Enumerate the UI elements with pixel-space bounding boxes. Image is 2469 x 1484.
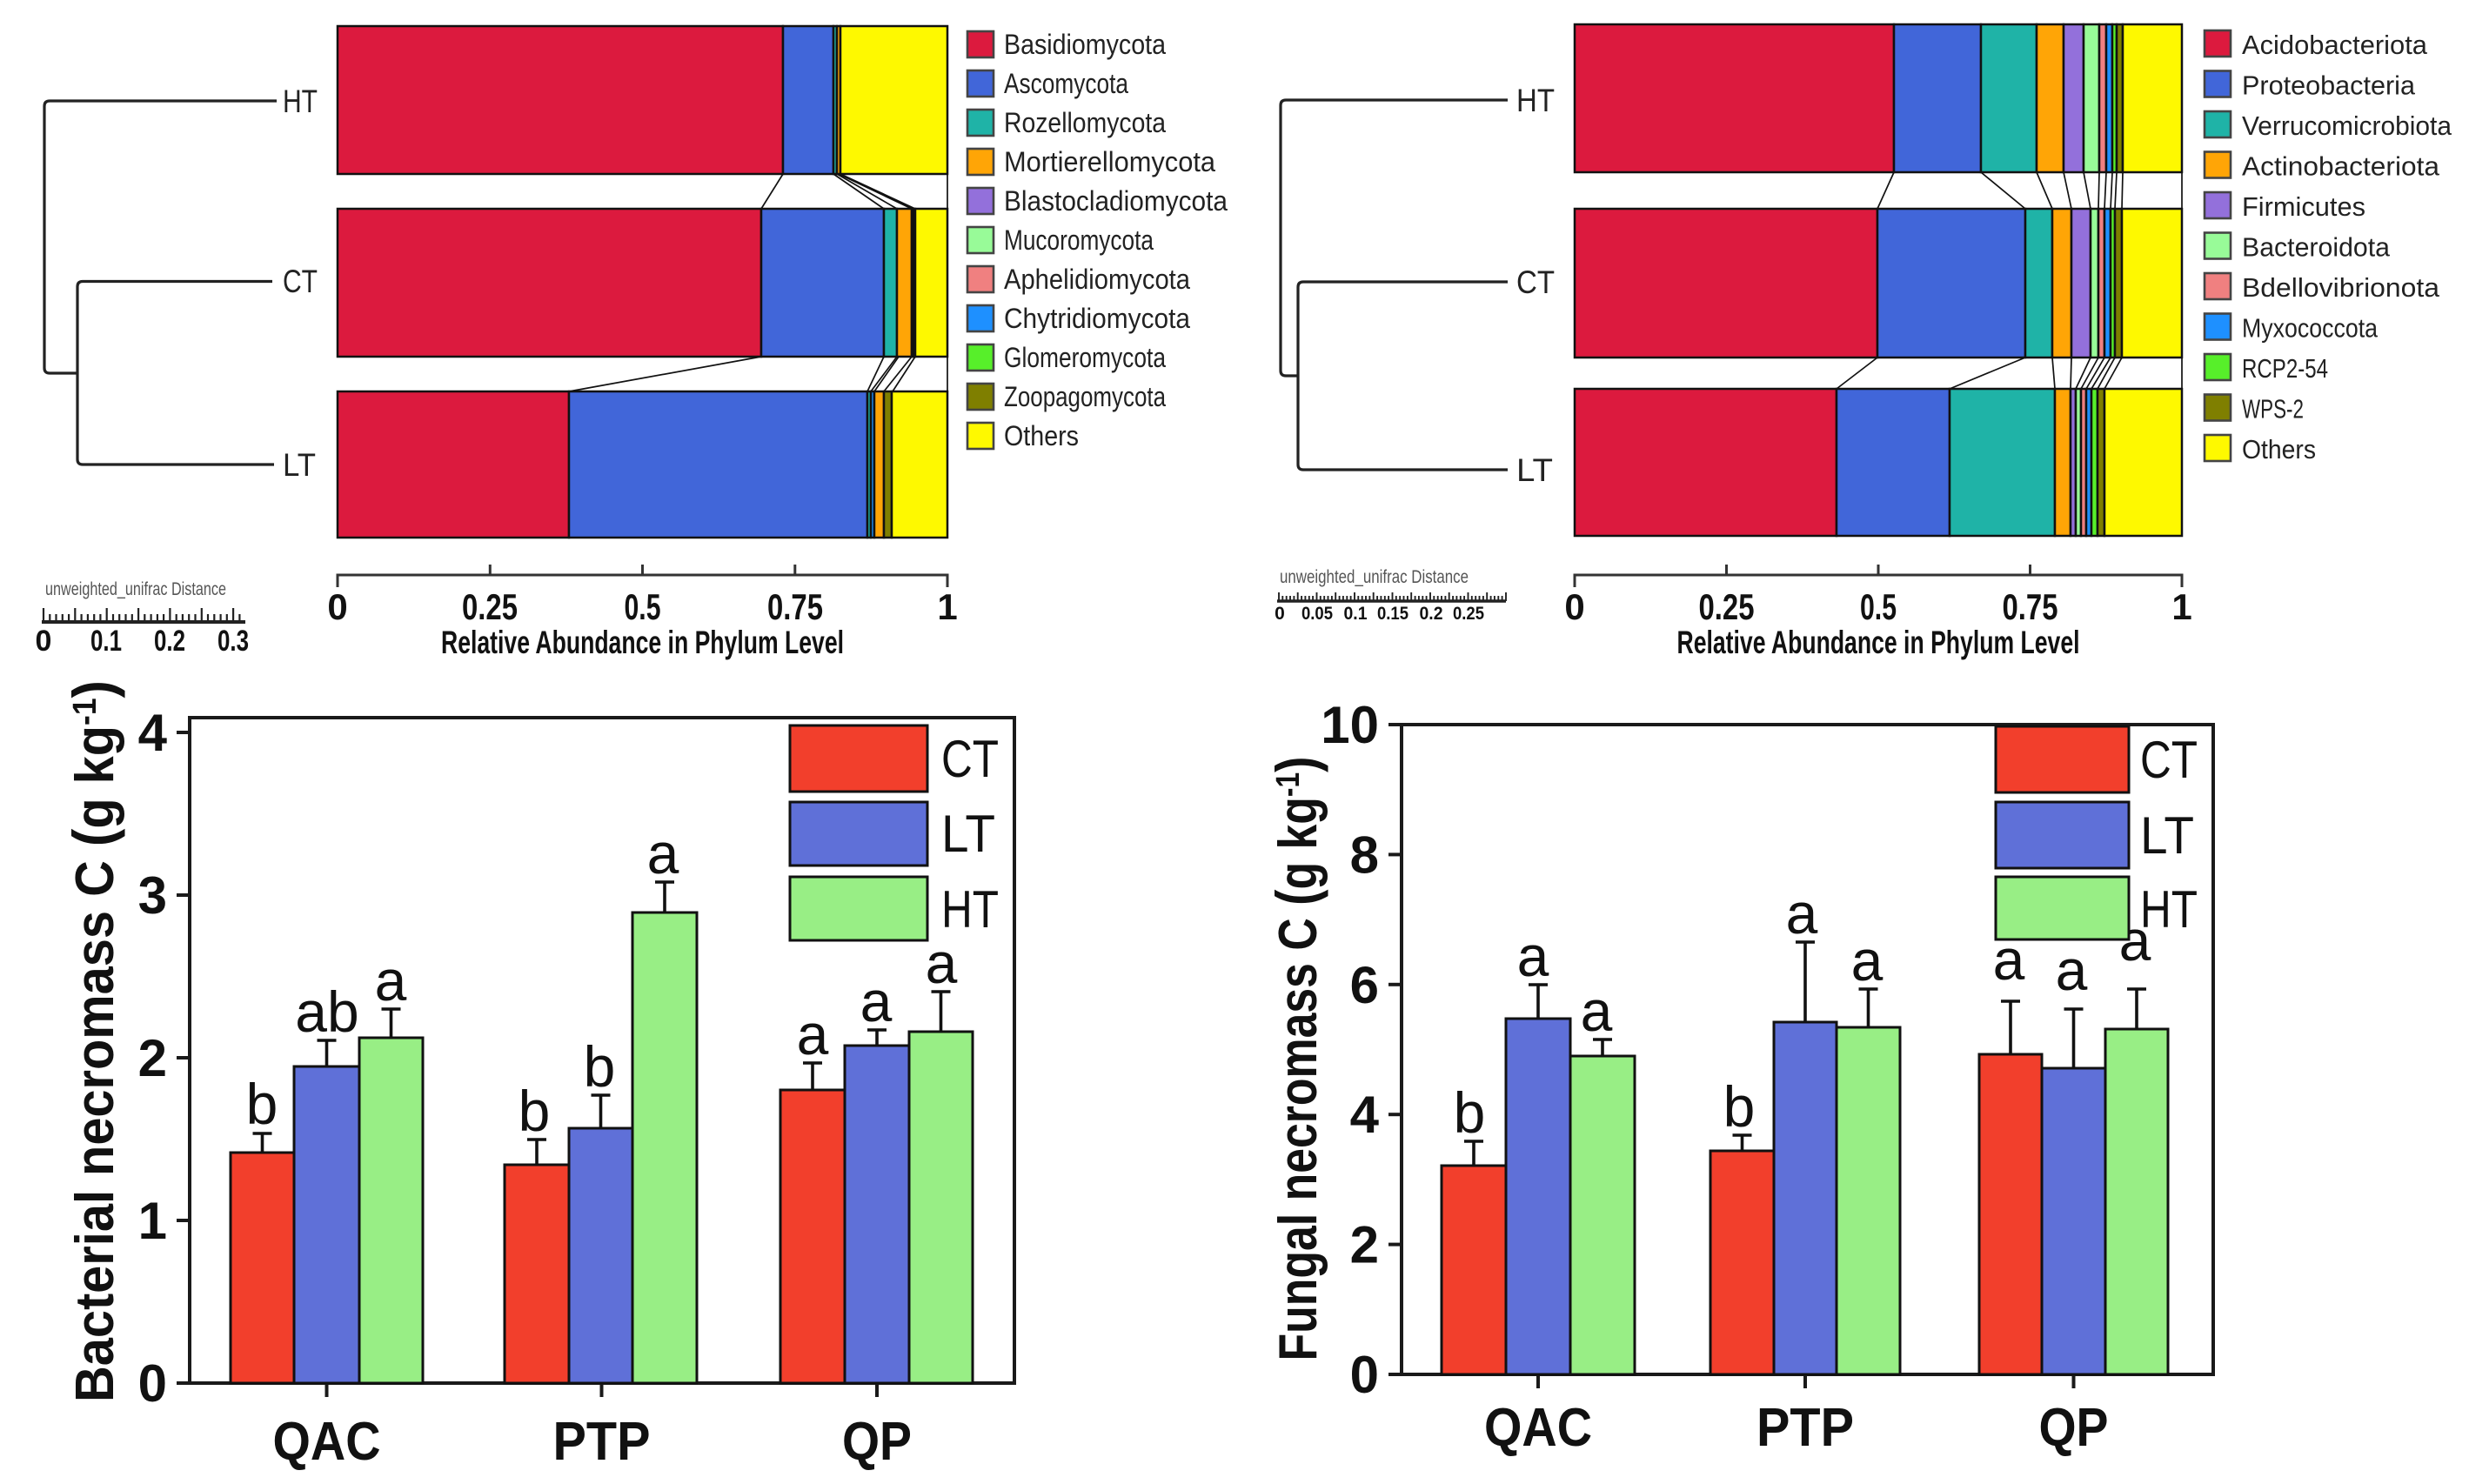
svg-text:10: 10 [1321, 696, 1379, 754]
svg-text:a: a [2056, 938, 2088, 1002]
svg-text:Basidiomycota: Basidiomycota [1004, 29, 1166, 60]
svg-text:Others: Others [1004, 420, 1079, 451]
svg-text:1: 1 [2171, 586, 2191, 627]
svg-text:Aphelidiomycota: Aphelidiomycota [1004, 264, 1190, 295]
svg-text:CT: CT [283, 264, 318, 299]
svg-text:0.15: 0.15 [1377, 604, 1408, 624]
svg-text:Actinobacteriota: Actinobacteriota [2242, 151, 2440, 182]
svg-text:Acidobacteriota: Acidobacteriota [2242, 30, 2428, 60]
svg-text:b: b [519, 1079, 551, 1143]
svg-text:0.25: 0.25 [1453, 604, 1484, 624]
svg-text:a: a [797, 1002, 829, 1066]
svg-text:0.75: 0.75 [2003, 586, 2058, 627]
svg-text:Ascomycota: Ascomycota [1004, 68, 1128, 99]
svg-text:3: 3 [138, 866, 167, 925]
svg-text:CT: CT [941, 730, 999, 788]
svg-text:1: 1 [138, 1192, 167, 1250]
svg-text:0.1: 0.1 [1344, 604, 1368, 624]
svg-text:0.05: 0.05 [1301, 604, 1333, 624]
svg-text:HT: HT [2140, 880, 2198, 939]
svg-text:0: 0 [1564, 586, 1584, 627]
svg-text:0.75: 0.75 [767, 586, 823, 627]
svg-text:0.3: 0.3 [217, 625, 249, 658]
svg-text:HT: HT [941, 880, 999, 939]
svg-text:HT: HT [283, 84, 318, 119]
svg-text:0: 0 [138, 1354, 167, 1413]
svg-text:CT: CT [2140, 731, 2198, 789]
svg-text:Verrucomicrobiota: Verrucomicrobiota [2242, 110, 2452, 141]
svg-text:ab: ab [295, 979, 358, 1044]
svg-text:PTP: PTP [1756, 1398, 1854, 1458]
svg-text:0.5: 0.5 [1860, 586, 1897, 627]
svg-text:Relative Abundance in Phylum L: Relative Abundance in Phylum Level [1677, 625, 2080, 660]
svg-text:b: b [584, 1034, 616, 1099]
svg-text:0.25: 0.25 [462, 586, 518, 627]
svg-text:LT: LT [2140, 806, 2194, 865]
svg-text:Rozellomycota: Rozellomycota [1004, 107, 1166, 138]
svg-text:2: 2 [1350, 1216, 1379, 1274]
svg-text:0.2: 0.2 [1420, 604, 1443, 624]
svg-text:QP: QP [2039, 1398, 2109, 1458]
svg-text:RCP2-54: RCP2-54 [2242, 353, 2328, 384]
svg-text:4: 4 [138, 704, 168, 762]
svg-text:QAC: QAC [1484, 1398, 1592, 1458]
svg-text:0: 0 [327, 586, 347, 627]
svg-text:6: 6 [1350, 956, 1379, 1014]
svg-text:Bdellovibrionota: Bdellovibrionota [2242, 272, 2440, 303]
svg-text:b: b [246, 1072, 278, 1136]
svg-text:b: b [1723, 1074, 1756, 1139]
svg-text:0.2: 0.2 [154, 625, 185, 658]
svg-text:a: a [860, 969, 893, 1033]
svg-text:Bacteroidota: Bacteroidota [2242, 232, 2391, 263]
svg-text:a: a [1786, 881, 1818, 946]
svg-text:Mucoromycota: Mucoromycota [1004, 224, 1154, 256]
svg-text:a: a [1851, 928, 1884, 993]
svg-text:0: 0 [1275, 604, 1285, 624]
svg-text:QAC: QAC [273, 1412, 381, 1472]
svg-text:a: a [647, 821, 679, 886]
svg-text:4: 4 [1350, 1086, 1380, 1144]
svg-text:Relative Abundance in Phylum L: Relative Abundance in Phylum Level [441, 625, 844, 660]
svg-text:LT: LT [283, 447, 316, 483]
svg-text:QP: QP [842, 1412, 912, 1472]
svg-text:Blastocladiomycota: Blastocladiomycota [1004, 185, 1228, 217]
svg-text:2: 2 [138, 1029, 167, 1087]
svg-text:0.5: 0.5 [625, 586, 661, 627]
svg-text:1: 1 [937, 586, 957, 627]
svg-text:Proteobacteria: Proteobacteria [2242, 70, 2416, 101]
svg-text:a: a [926, 931, 958, 995]
svg-text:Firmicutes: Firmicutes [2242, 191, 2365, 222]
svg-text:LT: LT [941, 805, 995, 863]
svg-text:WPS-2: WPS-2 [2242, 394, 2304, 424]
svg-text:HT: HT [1516, 83, 1555, 118]
svg-text:Zoopagomycota: Zoopagomycota [1004, 381, 1166, 412]
svg-text:Myxococcota: Myxococcota [2242, 313, 2379, 344]
svg-text:b: b [1454, 1080, 1486, 1145]
svg-text:LT: LT [1516, 452, 1553, 488]
svg-text:8: 8 [1350, 826, 1379, 884]
svg-text:unweighted_unifrac Distance: unweighted_unifrac Distance [1280, 567, 1469, 587]
svg-text:0: 0 [1350, 1346, 1379, 1404]
svg-text:0.25: 0.25 [1699, 586, 1755, 627]
svg-text:CT: CT [1516, 264, 1555, 300]
svg-text:a: a [1581, 979, 1613, 1043]
svg-text:Others: Others [2242, 434, 2316, 465]
svg-text:0.1: 0.1 [90, 625, 122, 658]
svg-text:Bacterial necromass C (g kg-1): Bacterial necromass C (g kg-1) [61, 680, 125, 1402]
svg-text:Mortierellomycota: Mortierellomycota [1004, 146, 1215, 177]
svg-text:unweighted_unifrac Distance: unweighted_unifrac Distance [45, 579, 226, 599]
svg-text:a: a [1517, 924, 1549, 988]
svg-text:0: 0 [36, 625, 52, 658]
svg-text:Fungal necromass C (g kg-1): Fungal necromass C (g kg-1) [1264, 757, 1328, 1361]
svg-text:Chytridiomycota: Chytridiomycota [1004, 303, 1190, 334]
svg-text:PTP: PTP [553, 1412, 651, 1472]
svg-text:a: a [375, 948, 407, 1013]
svg-text:Glomeromycota: Glomeromycota [1004, 342, 1166, 373]
